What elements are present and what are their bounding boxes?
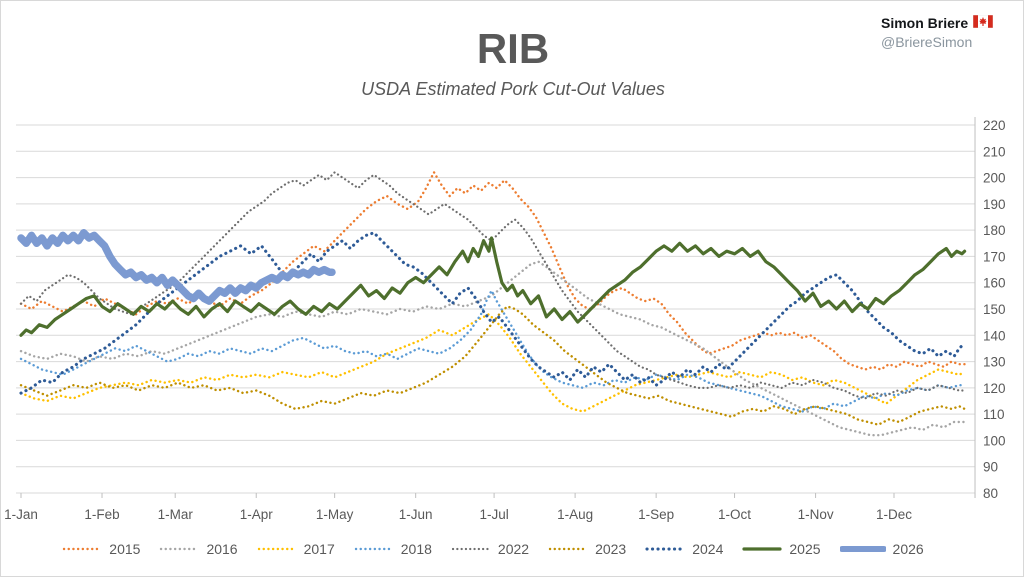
y-tick-label-220: 220 xyxy=(983,118,1006,133)
x-tick-label-1-Jun: 1-Jun xyxy=(399,507,433,522)
legend-marker-2022 xyxy=(451,547,491,551)
legend-label-2017: 2017 xyxy=(303,541,335,557)
legend-label-2015: 2015 xyxy=(109,541,141,557)
y-tick-label-170: 170 xyxy=(983,249,1006,264)
x-tick-label-1-Mar: 1-Mar xyxy=(158,507,194,522)
attribution-name-text: Simon Briere xyxy=(881,15,969,31)
y-tick-label-100: 100 xyxy=(983,433,1006,448)
legend-marker-2023 xyxy=(548,547,588,551)
legend-marker-2017 xyxy=(257,547,296,551)
series-line-2018 xyxy=(19,289,966,413)
legend-marker-2025 xyxy=(742,547,782,551)
y-tick-label-140: 140 xyxy=(983,328,1006,343)
legend-marker-2015 xyxy=(63,547,102,551)
x-tick-label-1-Jan: 1-Jan xyxy=(4,507,38,522)
series-line-2022 xyxy=(19,171,966,400)
x-tick-label-1-May: 1-May xyxy=(316,507,354,522)
series-line-2026 xyxy=(17,229,336,305)
attribution-handle: @BriereSimon xyxy=(881,34,973,50)
x-tick-label-1-Dec: 1-Dec xyxy=(876,507,912,522)
legend-marker-2026 xyxy=(839,546,886,552)
y-tick-label-200: 200 xyxy=(983,171,1006,186)
x-tick-label-1-Sep: 1-Sep xyxy=(638,507,674,522)
chart-subtitle: USDA Estimated Pork Cut-Out Values xyxy=(361,79,665,99)
legend-marker-2018 xyxy=(354,547,393,551)
legend-item-2022: 2022 xyxy=(451,541,529,557)
y-tick-label-90: 90 xyxy=(983,460,998,475)
y-tick-label-150: 150 xyxy=(983,302,1006,317)
page-title: RIB xyxy=(476,25,550,72)
series-line-2024 xyxy=(19,231,967,395)
y-tick-label-120: 120 xyxy=(983,381,1006,396)
x-tick-label-1-Nov: 1-Nov xyxy=(798,507,834,522)
legend-label-2022: 2022 xyxy=(497,541,530,557)
legend-item-2026: 2026 xyxy=(839,541,924,557)
legend-item-2017: 2017 xyxy=(257,541,335,557)
legend-item-2024: 2024 xyxy=(645,541,723,557)
legend-item-2015: 2015 xyxy=(62,541,140,557)
x-tick-label-1-Feb: 1-Feb xyxy=(84,507,119,522)
legend-label-2018: 2018 xyxy=(400,541,432,557)
y-tick-label-160: 160 xyxy=(983,276,1006,291)
legend-label-2026: 2026 xyxy=(892,541,924,557)
x-tick-label-1-Apr: 1-Apr xyxy=(240,507,274,522)
y-tick-label-80: 80 xyxy=(983,486,998,501)
series-line-2017 xyxy=(19,313,966,413)
legend-label-2025: 2025 xyxy=(789,541,821,557)
y-tick-label-180: 180 xyxy=(983,223,1006,238)
y-tick-label-110: 110 xyxy=(983,407,1005,422)
x-tick-label-1-Jul: 1-Jul xyxy=(479,507,508,522)
legend-item-2023: 2023 xyxy=(548,541,626,557)
legend-label-2016: 2016 xyxy=(206,541,238,557)
legend-marker-2024 xyxy=(645,547,685,551)
y-tick-label-190: 190 xyxy=(983,197,1006,212)
legend-item-2018: 2018 xyxy=(354,541,432,557)
y-tick-label-210: 210 xyxy=(983,144,1006,159)
y-tick-label-130: 130 xyxy=(983,355,1006,370)
legend-label-2024: 2024 xyxy=(692,541,724,557)
series-line-2015 xyxy=(19,171,966,371)
attribution: Simon Briere @BriereSimon xyxy=(881,14,994,51)
series-line-2025 xyxy=(19,236,967,337)
x-tick-label-1-Oct: 1-Oct xyxy=(718,507,751,522)
series-line-2016 xyxy=(19,260,966,437)
legend-label-2023: 2023 xyxy=(595,541,627,557)
x-tick-label-1-Aug: 1-Aug xyxy=(557,507,593,522)
legend-marker-2016 xyxy=(160,547,199,551)
legend-item-2025: 2025 xyxy=(742,541,821,557)
chart-legend: 2015 2016 2017 2018 2022 2023 2024 2025 2026 xyxy=(1,541,985,557)
series-line-2023 xyxy=(19,305,966,426)
legend-item-2016: 2016 xyxy=(159,541,238,557)
